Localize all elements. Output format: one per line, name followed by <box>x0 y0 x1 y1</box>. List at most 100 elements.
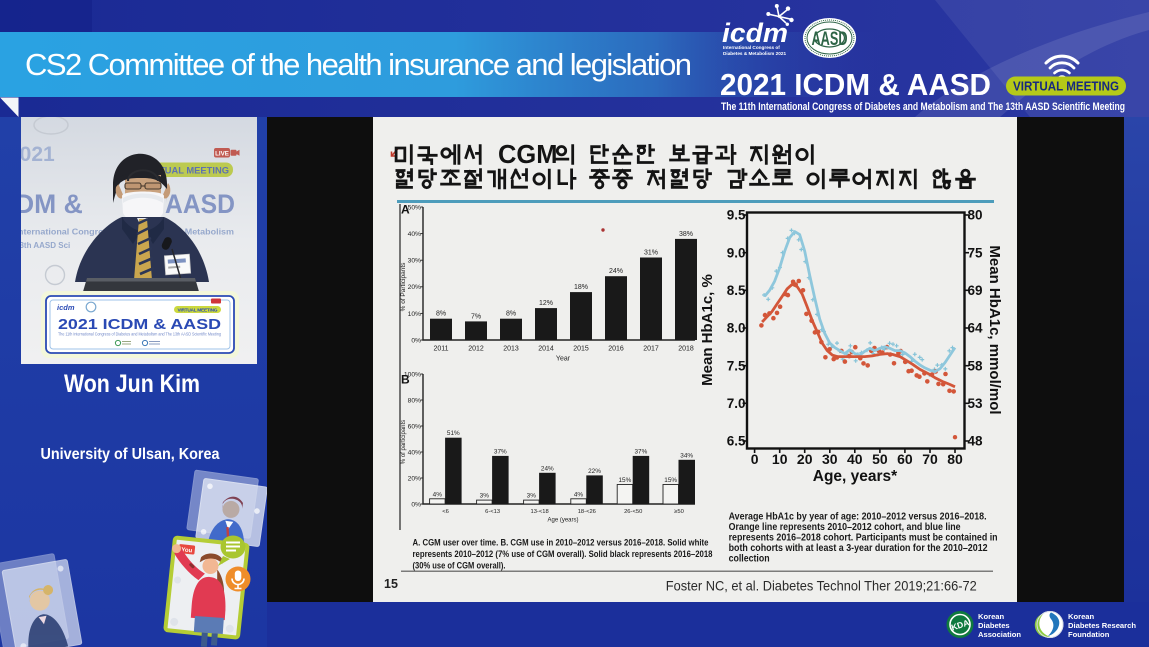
svg-text:51%: 51% <box>447 430 460 437</box>
svg-text:40: 40 <box>847 451 863 467</box>
svg-text:10%: 10% <box>408 311 421 318</box>
svg-text:Age (years): Age (years) <box>547 518 578 524</box>
svg-text:20%: 20% <box>408 475 421 482</box>
svg-text:icdm: icdm <box>722 18 788 48</box>
svg-text:icdm: icdm <box>57 303 75 312</box>
svg-text:8%: 8% <box>436 311 446 318</box>
svg-text:24%: 24% <box>609 268 623 275</box>
svg-text:3%: 3% <box>527 493 537 500</box>
svg-text:2013: 2013 <box>503 346 519 353</box>
svg-text:2014: 2014 <box>538 346 554 353</box>
svg-text:collection: collection <box>729 553 770 564</box>
svg-text:60: 60 <box>897 451 913 467</box>
svg-text:80: 80 <box>968 208 983 223</box>
svg-text:7%: 7% <box>471 313 481 320</box>
svg-text:CGM: CGM <box>498 141 558 169</box>
svg-text:53: 53 <box>968 396 984 411</box>
svg-text:A. CGM user over time. B. CGM: A. CGM user over time. B. CGM use in 201… <box>413 538 709 548</box>
svg-text:represents 2010–2012 (7% use o: represents 2010–2012 (7% use of CGM over… <box>413 549 713 559</box>
svg-text:<6: <6 <box>442 509 449 515</box>
svg-text:2021: 2021 <box>8 143 55 166</box>
svg-text:6.5: 6.5 <box>727 434 746 449</box>
svg-text:50: 50 <box>872 451 888 467</box>
svg-text:LIVE: LIVE <box>215 150 229 157</box>
svg-text:Won Jun Kim: Won Jun Kim <box>64 370 200 398</box>
svg-text:% of participants: % of participants <box>401 420 407 464</box>
svg-text:2015: 2015 <box>573 346 589 353</box>
svg-text:2011: 2011 <box>433 346 448 353</box>
svg-text:Diabetes: Diabetes <box>978 621 1010 630</box>
svg-text:You: You <box>181 547 193 554</box>
svg-text:75: 75 <box>968 245 984 260</box>
svg-text:20: 20 <box>797 451 813 467</box>
svg-text:A: A <box>401 203 410 217</box>
svg-text:50%: 50% <box>408 204 421 211</box>
svg-text:International Congress of: International Congress of <box>723 45 780 50</box>
svg-text:TUAL MEETING: TUAL MEETING <box>159 166 229 177</box>
svg-text:13-<18: 13-<18 <box>530 509 548 515</box>
svg-text:CS2 Committee of the health in: CS2 Committee of the health insurance an… <box>25 47 692 82</box>
svg-text:2021 ICDM & AASD: 2021 ICDM & AASD <box>720 68 991 102</box>
svg-text:18%: 18% <box>574 284 588 291</box>
svg-text:Korean: Korean <box>978 612 1005 621</box>
svg-text:9.5: 9.5 <box>727 208 746 223</box>
svg-text:26-<50: 26-<50 <box>624 509 642 515</box>
svg-text:Mean HbA1c, %: Mean HbA1c, % <box>699 274 716 386</box>
svg-text:100%: 100% <box>404 371 421 378</box>
svg-text:2018: 2018 <box>678 346 694 353</box>
svg-text:The 11th International Congres: The 11th International Congress of Diabe… <box>58 332 221 337</box>
svg-text:VIRTUAL MEETING: VIRTUAL MEETING <box>178 308 218 314</box>
svg-text:7.0: 7.0 <box>727 396 746 411</box>
svg-text:2021 ICDM & AASD: 2021 ICDM & AASD <box>58 316 221 333</box>
svg-text:Mean HbA1c, mmol/mol: Mean HbA1c, mmol/mol <box>986 245 1003 414</box>
svg-text:20%: 20% <box>408 284 421 291</box>
svg-text:Korean: Korean <box>1068 612 1095 621</box>
svg-text:8.0: 8.0 <box>727 321 746 336</box>
svg-text:represents 2016–2018 cohort. P: represents 2016–2018 cohort. Participant… <box>729 533 998 544</box>
svg-text:University of Ulsan, Korea: University of Ulsan, Korea <box>41 446 220 463</box>
svg-text:2016: 2016 <box>608 346 624 353</box>
svg-text:22%: 22% <box>588 468 601 475</box>
svg-text:8%: 8% <box>506 311 516 318</box>
svg-text:Foster NC, et al. Diabetes Tec: Foster NC, et al. Diabetes Technol Ther … <box>666 578 977 594</box>
svg-text:6-<13: 6-<13 <box>485 509 500 515</box>
svg-text:80%: 80% <box>408 397 421 404</box>
svg-text:18-<26: 18-<26 <box>578 509 596 515</box>
svg-text:37%: 37% <box>635 448 648 455</box>
svg-text:64: 64 <box>968 321 984 336</box>
svg-text:Age, years*: Age, years* <box>813 468 898 485</box>
svg-text:≥50: ≥50 <box>674 509 684 515</box>
svg-text:4%: 4% <box>433 491 443 498</box>
svg-text:60%: 60% <box>408 423 421 430</box>
svg-text:4%: 4% <box>574 491 584 498</box>
svg-text:B: B <box>401 373 410 387</box>
svg-text:% of Participants: % of Participants <box>400 262 407 312</box>
svg-text:31%: 31% <box>644 250 658 257</box>
svg-text:58: 58 <box>968 358 984 373</box>
svg-text:30: 30 <box>822 451 838 467</box>
svg-text:48: 48 <box>968 434 984 449</box>
svg-text:40%: 40% <box>408 449 421 456</box>
svg-text:Association: Association <box>978 630 1021 639</box>
svg-text:Orange line represents 2010–20: Orange line represents 2010–2012 cohort,… <box>729 522 961 533</box>
svg-text:40%: 40% <box>408 231 421 238</box>
svg-text:10: 10 <box>772 451 788 467</box>
svg-text:38%: 38% <box>679 231 693 238</box>
svg-text:Year: Year <box>556 356 571 363</box>
svg-text:7.5: 7.5 <box>727 358 746 373</box>
svg-text:70: 70 <box>922 451 938 467</box>
svg-text:15%: 15% <box>664 477 677 484</box>
svg-text:(30% use of CGM overall).: (30% use of CGM overall). <box>413 561 506 571</box>
svg-text:37%: 37% <box>494 448 507 455</box>
svg-text:DM &: DM & <box>15 189 83 219</box>
svg-text:Diabetes Research: Diabetes Research <box>1068 621 1136 630</box>
svg-text:Diabetes & Metabolism 2021: Diabetes & Metabolism 2021 <box>723 51 786 56</box>
svg-text:0%: 0% <box>411 501 421 508</box>
svg-text:30%: 30% <box>408 258 421 265</box>
svg-text:8.5: 8.5 <box>727 283 746 298</box>
svg-text:2012: 2012 <box>468 346 484 353</box>
svg-text:0: 0 <box>751 451 759 467</box>
svg-text:12%: 12% <box>539 300 553 307</box>
svg-text:AASD: AASD <box>165 189 235 219</box>
svg-text:Foundation: Foundation <box>1068 630 1110 639</box>
